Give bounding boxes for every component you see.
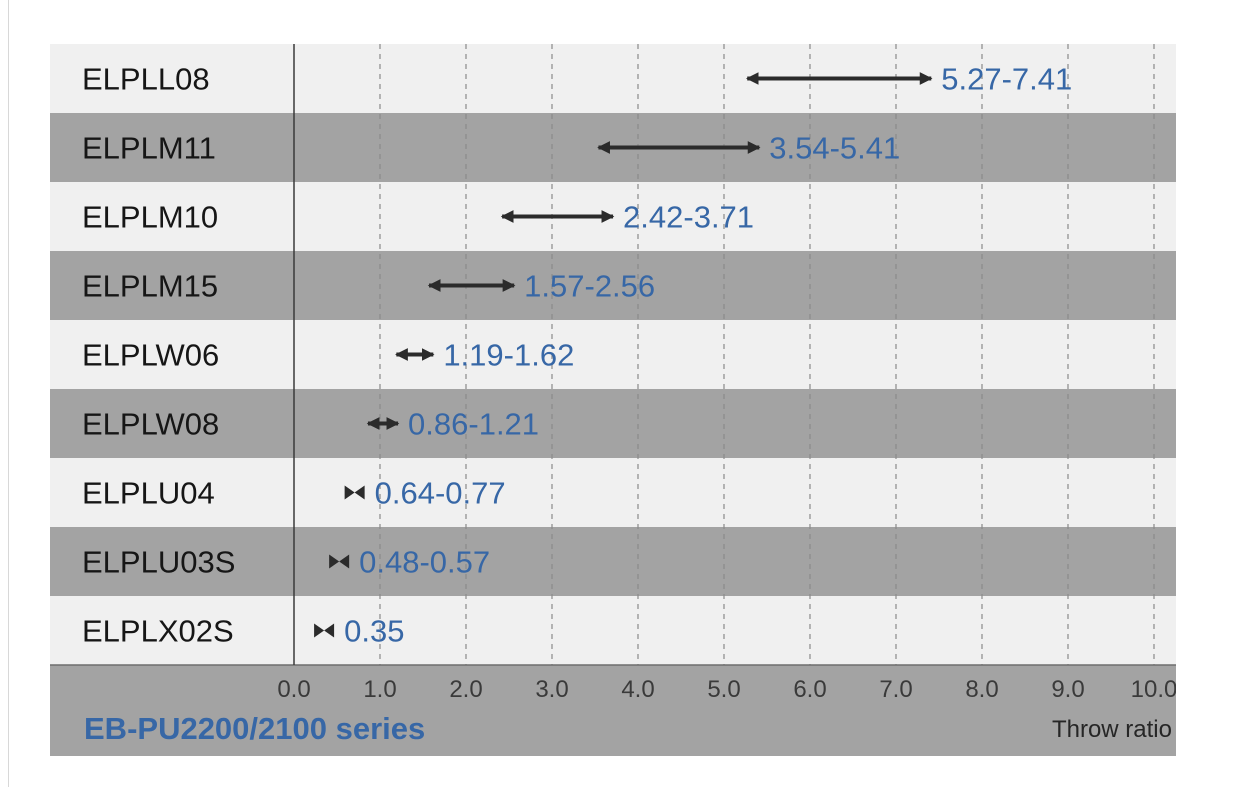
lens-name-elplw08: ELPLW08 [82,407,219,442]
chart-canvas: ELPLL08 ELPLM11 ELPLM10 ELPLM15 ELPLW06 ELPLW… [50,44,1176,756]
row-band-elplu04 [50,458,1176,527]
row-band-elplw06 [50,320,1176,389]
x-tick-7.0: 7.0 [879,676,912,703]
x-tick-4.0: 4.0 [621,676,654,703]
x-tick-8.0: 8.0 [965,676,998,703]
lens-name-elplm15: ELPLM15 [82,269,218,304]
lens-name-elplu03s: ELPLU03S [82,545,235,580]
lens-name-elplm10: ELPLM10 [82,200,218,235]
lens-name-elplu04: ELPLU04 [82,476,215,511]
row-band-elplu03s [50,527,1176,596]
lens-name-elplw06: ELPLW06 [82,338,219,373]
row-band-elpll08 [50,44,1176,113]
range-label-elplm15: 1.57-2.56 [524,269,655,304]
series-label: EB-PU2200/2100 series [84,711,425,746]
range-label-elplw08: 0.86-1.21 [408,407,539,442]
axis-footer: EB-PU2200/2100 series Throw ratio [50,664,1176,756]
x-tick-labels: 0.0 1.0 2.0 3.0 4.0 5.0 6.0 7.0 8.0 9.0 10.0 [277,676,1176,703]
range-label-elplu03s: 0.48-0.57 [359,545,490,580]
x-tick-1.0: 1.0 [363,676,396,703]
throw-ratio-chart: ELPLL08 ELPLM11 ELPLM10 ELPLM15 ELPLW06 ELPLW… [50,44,1176,756]
row-band-elplm15 [50,251,1176,320]
page-edge-rule [8,0,9,787]
range-label-elpll08: 5.27-7.41 [941,62,1072,97]
range-arrow-elplu03s [329,554,350,569]
range-label-elplm10: 2.42-3.71 [623,200,754,235]
lens-name-elplm11: ELPLM11 [82,131,216,166]
range-arrow-elplu04 [344,485,365,500]
x-tick-9.0: 9.0 [1051,676,1084,703]
row-band-elplw08 [50,389,1176,458]
lens-name-elplx02s: ELPLX02S [82,614,234,649]
x-tick-6.0: 6.0 [793,676,826,703]
x-tick-2.0: 2.0 [449,676,482,703]
row-band-elplx02s [50,596,1176,665]
range-label-elplm11: 3.54-5.41 [769,131,900,166]
range-label-elplx02s: 0.35 [344,614,404,649]
range-arrow-elplx02s [314,623,335,638]
x-tick-3.0: 3.0 [535,676,568,703]
x-tick-10.0: 10.0 [1131,676,1176,703]
lens-name-elpll08: ELPLL08 [82,62,210,97]
throw-range-marks: 5.27-7.41 3.54-5.41 2.42-3.71 1.57-2.56 1.19… [314,62,1072,649]
x-axis-title: Throw ratio [1052,716,1172,743]
x-tick-5.0: 5.0 [707,676,740,703]
footer-background [50,665,1176,756]
x-tick-0.0: 0.0 [277,676,310,703]
range-label-elplw06: 1.19-1.62 [443,338,574,373]
range-label-elplu04: 0.64-0.77 [375,476,506,511]
row-bands: ELPLL08 ELPLM11 ELPLM10 ELPLM15 ELPLW06 ELPLW… [50,44,1176,665]
